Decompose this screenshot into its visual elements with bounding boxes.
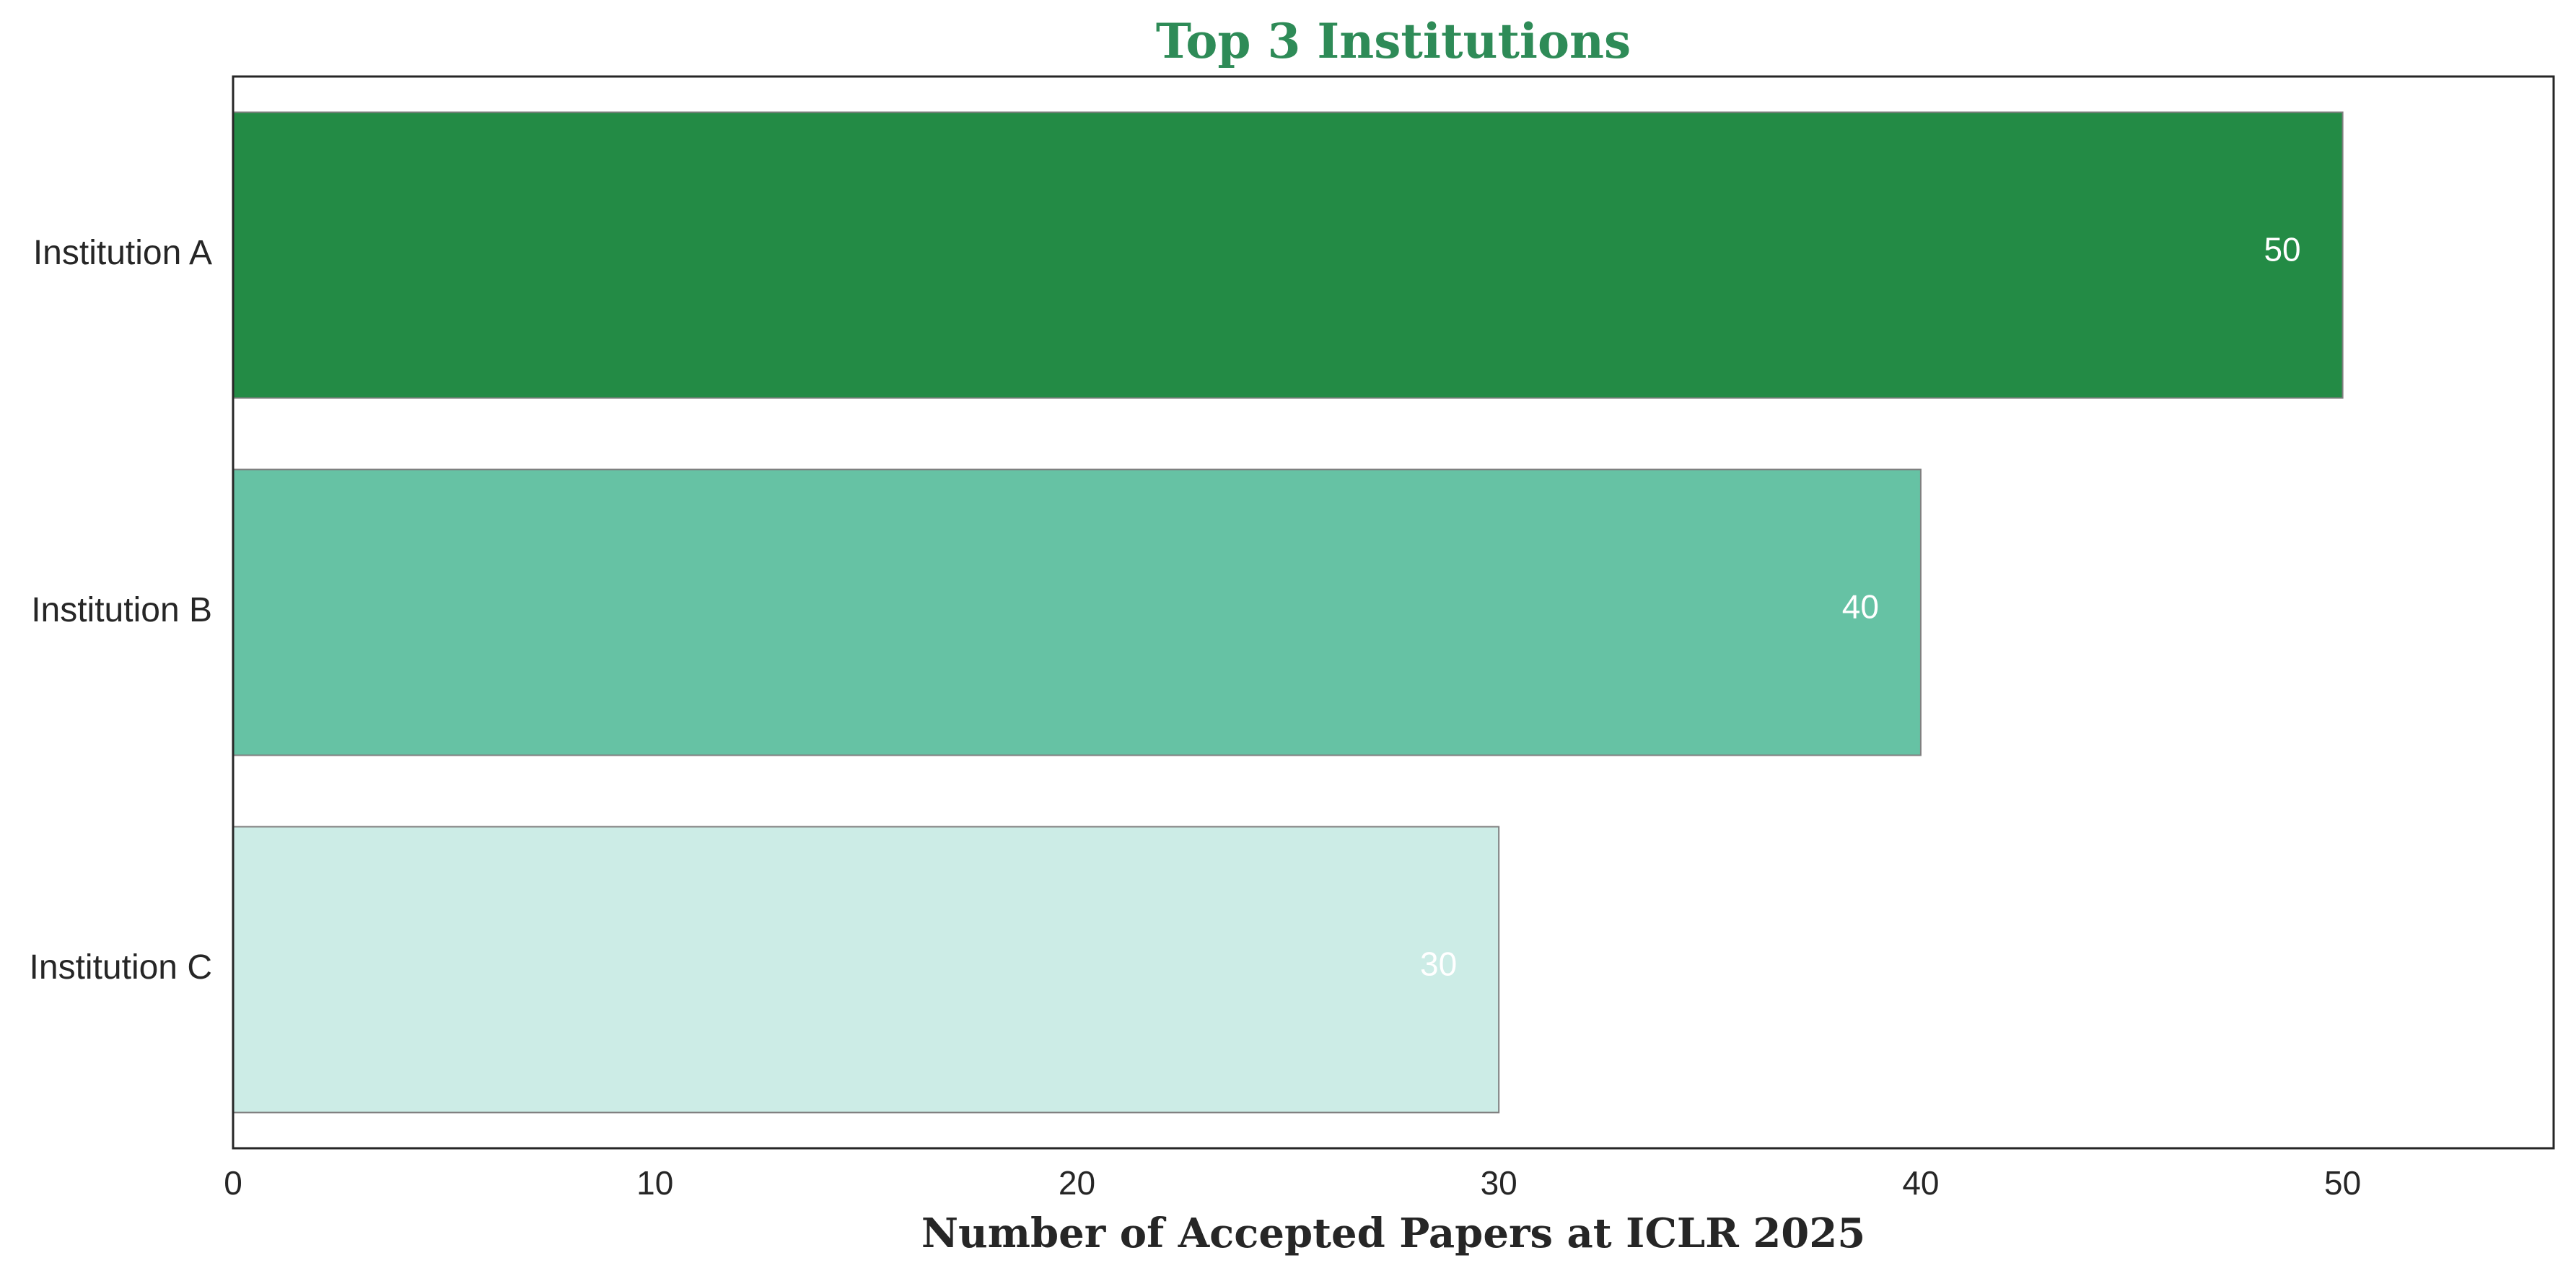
x-tick-label-30: 30 [1481, 1164, 1517, 1202]
plot-frame [232, 75, 2555, 1150]
x-tick-label-40: 40 [1902, 1164, 1939, 1202]
y-tick-label-institution-a: Institution A [33, 234, 212, 272]
value-labels-layer: 50 40 30 [1420, 231, 2301, 983]
bar-institution-a [232, 111, 2344, 399]
bar-institution-b [232, 468, 1922, 756]
y-tick-label-institution-b: Institution B [31, 591, 212, 629]
value-label-institution-a: 50 [2264, 231, 2300, 268]
y-axis-tick-labels: Institution A Institution B Institution C [30, 234, 212, 987]
bar-institution-c [232, 826, 1500, 1114]
bars-layer [232, 111, 2344, 1114]
value-label-institution-b: 40 [1842, 588, 1879, 626]
y-tick-label-institution-c: Institution C [30, 948, 212, 987]
x-tick-label-0: 0 [224, 1164, 242, 1202]
x-axis-title: Number of Accepted Papers at ICLR 2025 [921, 1210, 1865, 1257]
x-axis-ticks: 0 10 20 30 40 50 [224, 1164, 2361, 1202]
x-tick-label-20: 20 [1059, 1164, 1095, 1202]
chart-title: Top 3 Institutions [1156, 13, 1631, 69]
x-tick-label-50: 50 [2324, 1164, 2361, 1202]
x-tick-label-10: 10 [636, 1164, 673, 1202]
value-label-institution-c: 30 [1420, 945, 1457, 983]
